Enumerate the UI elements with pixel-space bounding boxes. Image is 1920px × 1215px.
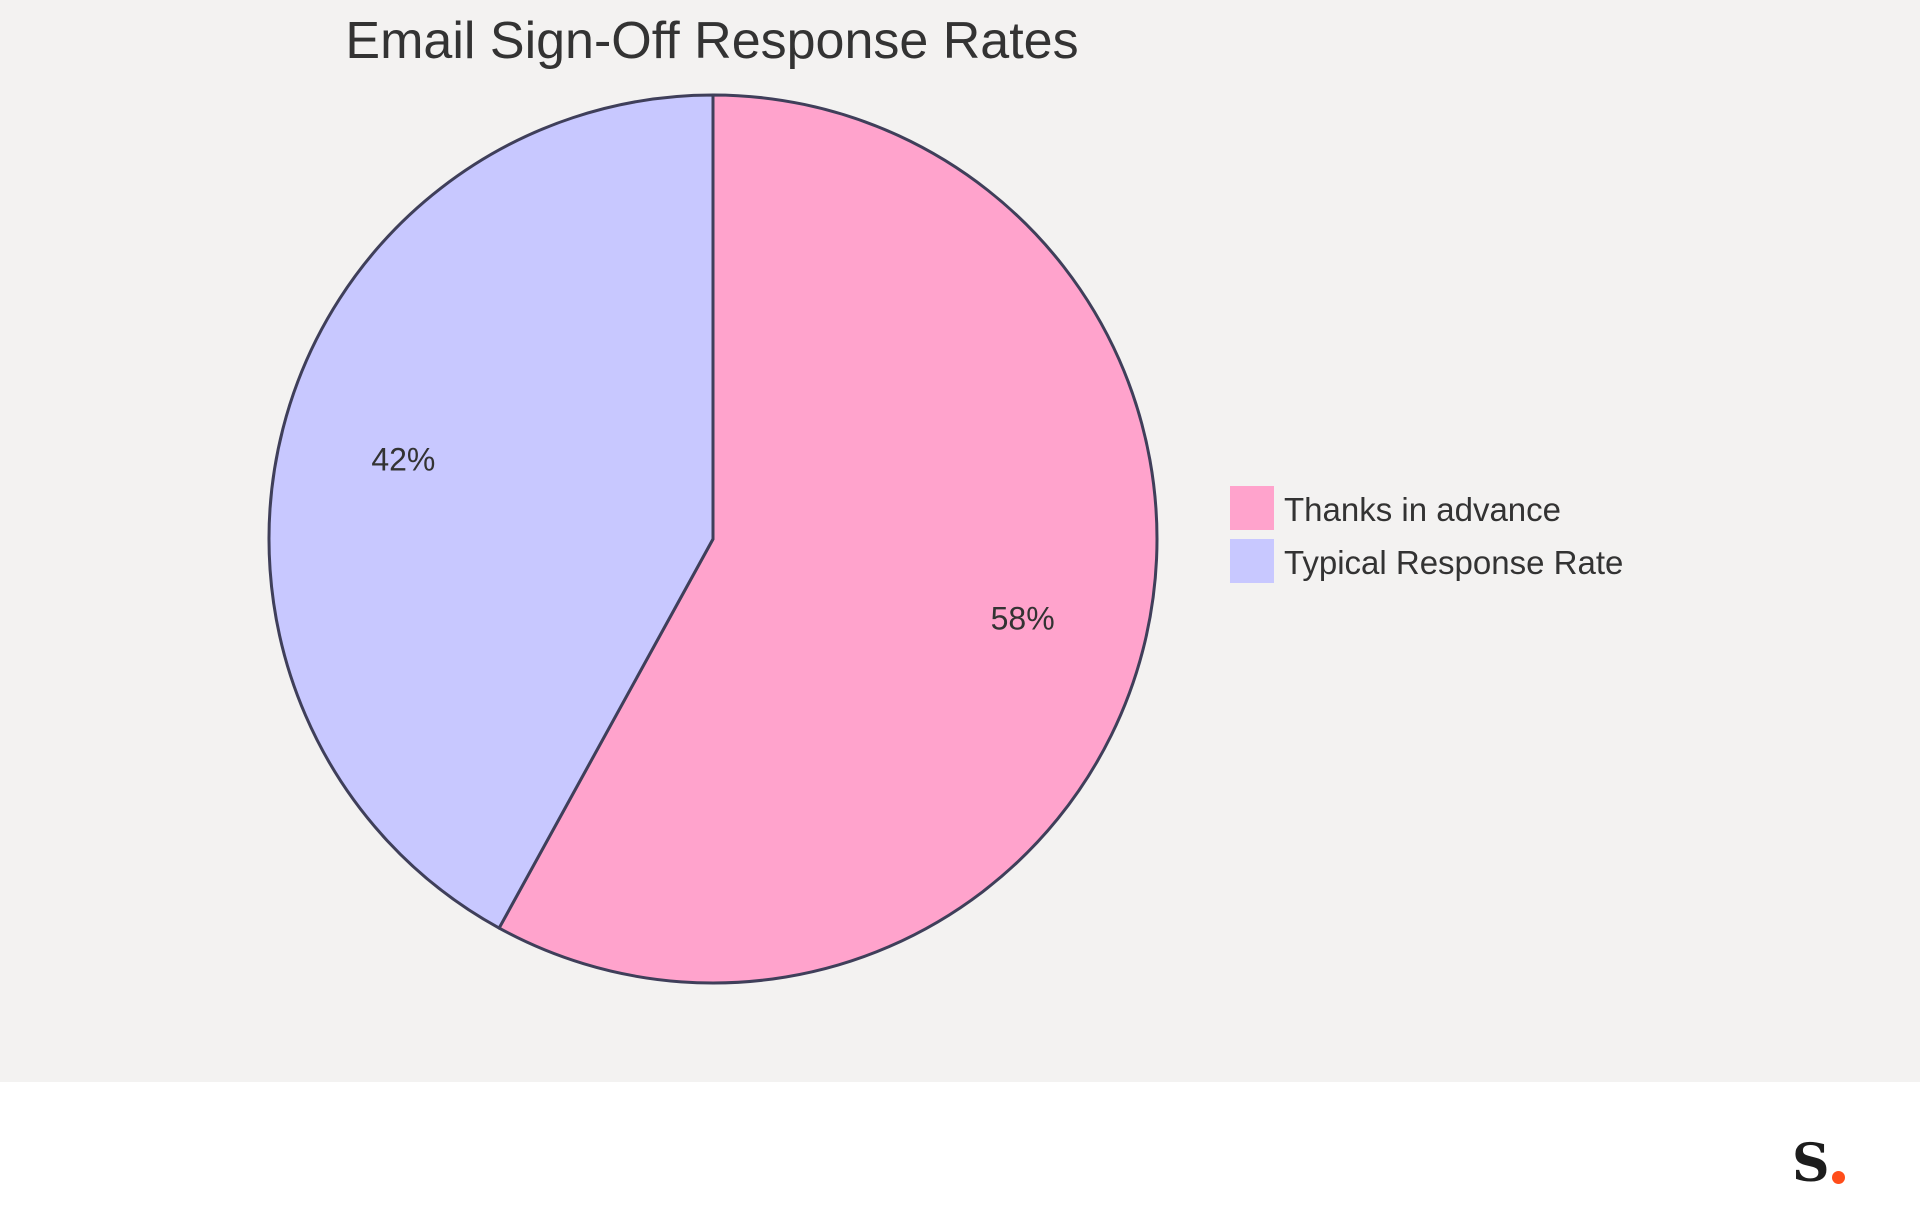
legend-swatch-typical-response-rate [1230, 539, 1274, 583]
brand-dot-icon [1831, 1171, 1845, 1184]
pie-slice-labels: 58% 42% [371, 441, 1054, 636]
brand-logo-letter: S [1792, 1133, 1830, 1194]
pie-chart: Email Sign-Off Response Rates 58% 42% Tha… [267, 12, 1623, 985]
pie-slice-label-thanks-in-advance: 58% [991, 601, 1055, 637]
pie-slice-typical-response-rate [267, 93, 715, 930]
chart-title: Email Sign-Off Response Rates [345, 12, 1078, 70]
pie-slice-thanks-in-advance [497, 93, 1159, 985]
legend-label-thanks-in-advance: Thanks in advance [1284, 491, 1561, 528]
legend-swatch-thanks-in-advance [1230, 486, 1274, 530]
brand-logo-icon: S [1792, 1130, 1852, 1190]
chart-area: Email Sign-Off Response Rates 58% 42% Tha… [0, 0, 1920, 1082]
legend: Thanks in advance Typical Response Rate [1230, 486, 1623, 583]
footer: S [0, 1082, 1920, 1215]
pie-slice-label-typical-response-rate: 42% [371, 441, 435, 477]
pie-slices [267, 93, 1159, 985]
legend-label-typical-response-rate: Typical Response Rate [1284, 544, 1623, 581]
